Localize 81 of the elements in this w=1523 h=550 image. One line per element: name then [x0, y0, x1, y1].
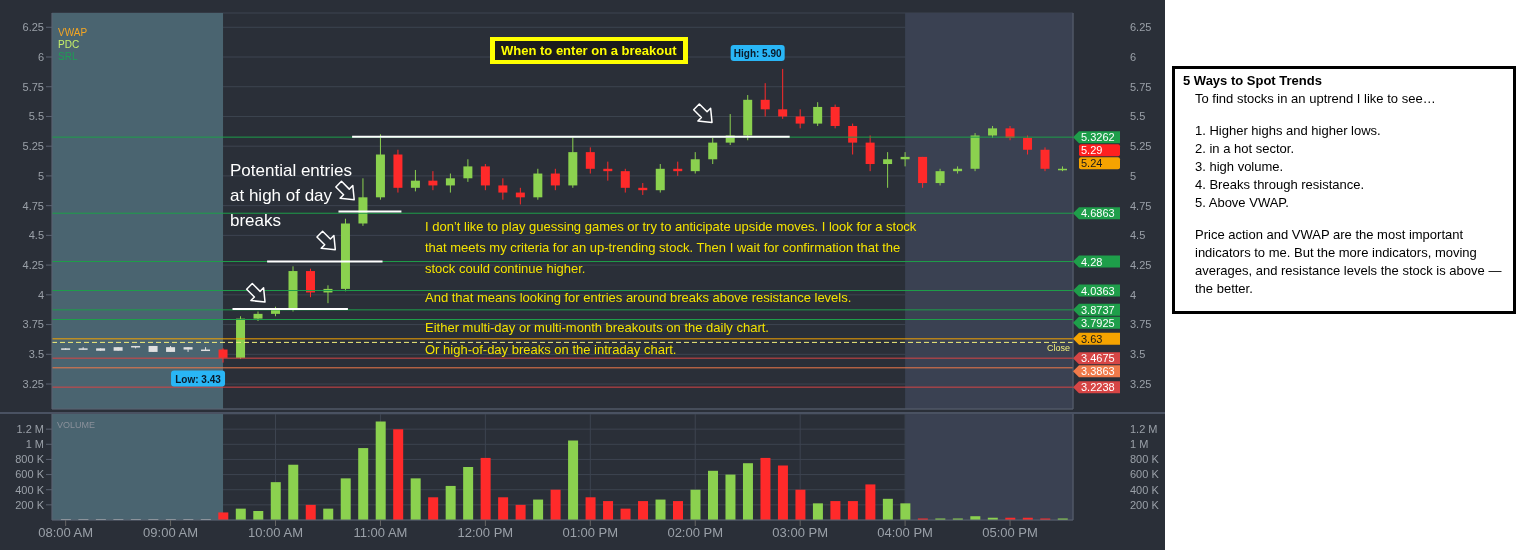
annotation: Either multi-day or multi-month breakouts on the daily chart. [425, 320, 769, 335]
ref-line-label: 3.2238 [1081, 381, 1115, 394]
y-tick-label: 400 K [15, 483, 45, 496]
y-tick-label: 1 M [25, 438, 44, 451]
ref-line-label: 5.3262 [1081, 131, 1115, 144]
text: Price action and VWAP are the most important indicators to me. But the more indicators, moving averages, and resistance levels the stock is above — the better. [1195, 226, 1503, 298]
text: 5.24 [1081, 157, 1103, 170]
ref-line-label: 4.6863 [1081, 207, 1115, 220]
annotation: I don’t like to play guessing games or try to anticipate upside moves. I look for a stock that meets my criteria for an up-trending stock. Then I wait for confirmation that the stock could continue higher. [425, 218, 918, 278]
annotation: High: 5.90 [733, 47, 783, 59]
text: 5. Above VWAP. [1195, 194, 1290, 212]
x-tick-label: 05:00 PM [982, 525, 1038, 541]
x-tick-label: 11:00 AM [353, 525, 408, 541]
y-tick-label: 200 K [15, 498, 45, 511]
y-tick-label: 3.25 [22, 377, 44, 390]
x-tick-label: 04:00 PM [877, 525, 933, 541]
text: 4. Breaks through resistance. [1195, 176, 1366, 194]
y2-tick-label: 6 [1130, 50, 1137, 63]
y-tick-label: 4.75 [22, 199, 44, 212]
y2-tick-label: 6.25 [1130, 21, 1152, 34]
annotation: SRL [58, 51, 78, 62]
y-tick-label: 4 [37, 288, 44, 301]
y2-tick-label: 4.75 [1130, 199, 1152, 212]
y2-tick-label: 200 K [1130, 498, 1160, 511]
y-tick-label: 800 K [15, 453, 45, 466]
ref-line-label: 4.28 [1081, 255, 1103, 268]
text: 1. Higher highs and higher lows. [1195, 122, 1382, 140]
y-tick-label: 4.5 [28, 229, 44, 242]
x-tick-label: 12:00 PM [457, 525, 514, 541]
y2-tick-label: 3.75 [1130, 318, 1152, 331]
x-tick-label: 03:00 PM [772, 525, 828, 541]
annotation: And that means looking for entries around breaks above resistance levels. [425, 290, 852, 305]
y2-tick-label: 600 K [1130, 468, 1160, 481]
y2-tick-label: 1 M [1130, 438, 1149, 451]
x-tick-label: 09:00 AM [143, 525, 199, 541]
text: VOLUME [57, 420, 96, 430]
ref-line-label: Close [1046, 343, 1070, 354]
annotation: VWAP [58, 27, 88, 38]
y2-tick-label: 800 K [1130, 453, 1160, 466]
x-tick-label: 10:00 AM [248, 525, 303, 541]
ref-line-label: 3.8737 [1081, 303, 1115, 316]
y-tick-label: 5.5 [28, 110, 44, 123]
text: 2. in a hot sector. [1195, 140, 1295, 158]
y-tick-label: 4.25 [22, 259, 44, 272]
text: To find stocks in an uptrend I like to see… [1195, 90, 1437, 108]
y2-tick-label: 400 K [1130, 483, 1160, 496]
ref-line-label: 3.63 [1081, 332, 1103, 345]
text: 3. high volume. [1195, 158, 1285, 176]
annotation: Or high-of-day breaks on the intraday chart. [425, 342, 677, 357]
y-tick-label: 3.5 [28, 348, 44, 361]
y-tick-label: 5 [37, 169, 44, 182]
text: When to enter on a breakout [495, 41, 683, 60]
ref-line-label: 3.7925 [1081, 316, 1115, 329]
x-tick-label: 08:00 AM [38, 525, 94, 541]
y2-tick-label: 5.25 [1130, 140, 1152, 153]
y-tick-label: 3.75 [22, 318, 44, 331]
y2-tick-label: 4.25 [1130, 259, 1152, 272]
annotation: PDC [58, 39, 80, 50]
ref-line-label: 4.0363 [1081, 284, 1115, 297]
text: 5 Ways to Spot Trends [1183, 73, 1323, 88]
text: 5.29 [1081, 144, 1103, 157]
y2-tick-label: 5.75 [1130, 80, 1152, 93]
ref-line-label: 3.4675 [1081, 352, 1115, 365]
y-tick-label: 6.25 [22, 21, 44, 34]
y2-tick-label: 3.5 [1130, 348, 1146, 361]
annotation: Potential entries at high of day breaks [230, 160, 353, 232]
y2-tick-label: 1.2 M [1130, 423, 1158, 436]
y-tick-label: 6 [37, 50, 44, 63]
y2-tick-label: 5.5 [1130, 110, 1146, 123]
y-tick-label: 5.75 [22, 80, 44, 93]
y2-tick-label: 4 [1130, 288, 1137, 301]
x-tick-label: 01:00 PM [562, 525, 619, 541]
y2-tick-label: 5 [1130, 169, 1137, 182]
y-tick-label: 5.25 [22, 140, 44, 153]
ref-line-label: 3.3863 [1081, 365, 1115, 378]
annotation: Low: 3.43 [175, 373, 222, 385]
y-tick-label: 600 K [15, 468, 45, 481]
y2-tick-label: 3.25 [1130, 377, 1152, 390]
y2-tick-label: 4.5 [1130, 229, 1146, 242]
y-tick-label: 1.2 M [16, 423, 44, 436]
x-tick-label: 02:00 PM [667, 525, 724, 541]
